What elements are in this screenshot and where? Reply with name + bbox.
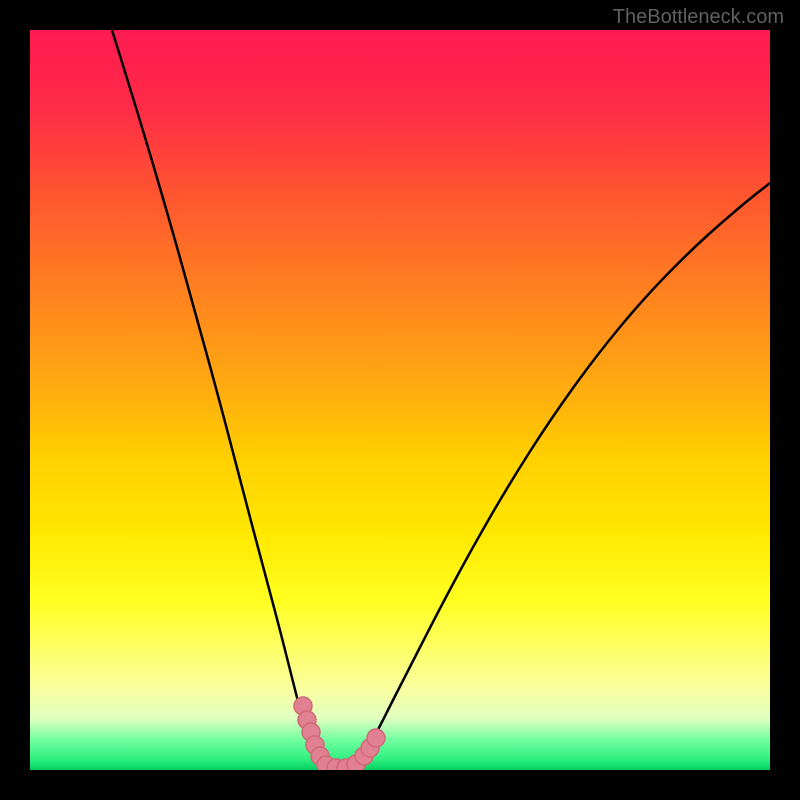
marker-bottom-6 bbox=[367, 729, 385, 747]
chart-background bbox=[30, 30, 770, 770]
chart-svg bbox=[30, 30, 770, 770]
watermark-text: TheBottleneck.com bbox=[613, 6, 784, 29]
bottleneck-chart bbox=[30, 30, 770, 770]
